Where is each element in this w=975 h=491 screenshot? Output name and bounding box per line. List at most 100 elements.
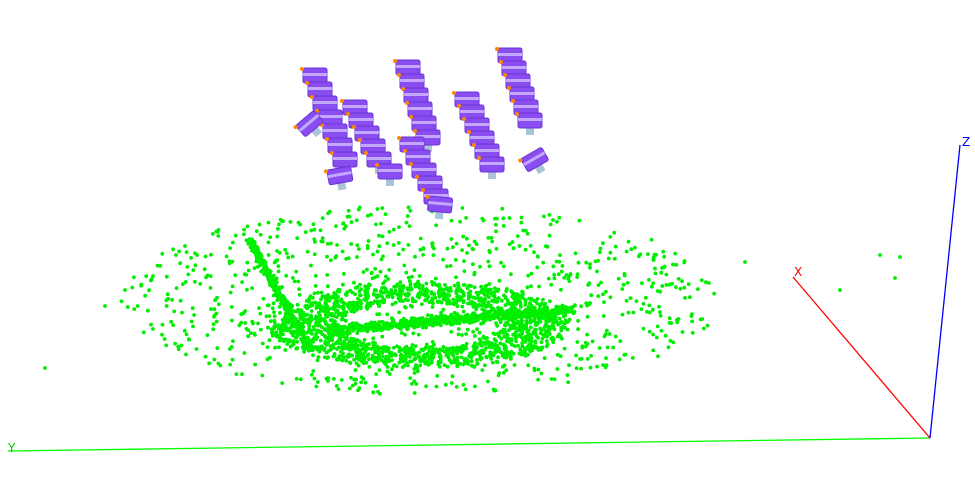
point-cloud-point [466,301,470,306]
point-cloud-point [551,264,556,269]
point-cloud-point [244,327,249,331]
point-cloud-point [480,344,484,348]
point-cloud-point [705,323,710,328]
point-cloud-point [208,286,213,290]
point-cloud-point [399,331,404,335]
point-cloud-point [399,354,403,358]
point-cloud-point [172,309,177,314]
point-cloud-point [459,355,464,360]
point-cloud-point [536,348,541,352]
point-cloud-point [445,293,450,297]
point-cloud-point [370,301,375,306]
point-cloud-point [403,332,407,337]
point-cloud-point [555,219,559,224]
point-cloud-point [334,384,339,388]
point-cloud-point [298,317,303,321]
point-cloud-point [366,286,371,291]
point-cloud-point [377,233,381,238]
point-cloud-point [622,272,627,276]
point-cloud-point [519,215,524,220]
point-cloud-point [193,279,197,284]
point-cloud-point [441,257,445,262]
point-cloud-point [430,296,435,300]
point-cloud-point [396,241,401,245]
point-cloud-point [259,269,263,274]
point-cloud-point [482,292,487,297]
point-cloud-point [289,331,294,335]
point-cloud-point [680,330,685,334]
point-cloud-point [397,290,402,294]
point-cloud-point [311,353,315,358]
point-cloud-point [326,284,330,289]
point-cloud-point [322,348,326,352]
point-cloud-point [310,331,314,336]
point-cloud-point [125,305,130,309]
point-cloud-point [491,360,495,365]
point-cloud-point [386,357,391,362]
point-cloud-point [449,329,454,334]
point-cloud-point [404,220,409,225]
point-cloud-point [132,275,136,280]
point-cloud-point [456,283,461,288]
point-cloud-point [387,326,392,331]
point-cloud-point [515,234,520,239]
point-cloud-point [451,301,455,306]
point-cloud-point [533,327,537,332]
point-cloud-point [464,332,468,336]
point-cloud-point [281,219,285,224]
point-cloud-point [481,335,486,340]
point-cloud-point [526,363,531,368]
point-cloud-point [542,356,547,360]
point-cloud-point [575,275,579,279]
point-cloud-point [578,357,582,361]
point-cloud-point [416,369,420,374]
point-cloud-point [501,316,505,321]
point-cloud-point [277,250,282,255]
point-cloud-point [171,247,176,252]
point-cloud-point [536,335,540,340]
point-cloud-point [371,252,375,257]
point-cloud-point [559,269,564,274]
point-cloud-point [354,218,359,223]
point-cloud-point [646,252,650,256]
point-cloud-point [478,357,483,362]
point-cloud-point [432,292,437,297]
point-cloud-point [230,357,235,362]
point-cloud-point [507,339,512,344]
point-cloud-point [442,363,447,367]
point-cloud-point [379,221,383,226]
point-cloud-point [434,384,439,389]
point-cloud-point [616,276,621,281]
point-cloud-point [449,312,454,317]
point-cloud-point [186,272,191,277]
point-cloud-point [273,321,277,325]
point-cloud-point [336,345,341,350]
point-cloud-point [363,380,368,385]
point-cloud-point [585,357,590,361]
point-cloud-point [487,248,492,253]
point-cloud-point [173,341,178,346]
point-cloud-point [258,311,263,316]
point-cloud-point [525,231,530,236]
point-cloud-point [498,341,503,346]
point-cloud-point [521,352,526,357]
point-cloud-point [285,342,290,346]
point-cloud-point [433,295,438,300]
point-cloud-point [343,292,348,297]
y-axis-label: Y [7,441,16,455]
point-cloud-point [513,316,518,321]
point-cloud-point [467,243,471,248]
point-cloud-point [612,230,617,235]
point-cloud-point [340,249,345,254]
point-cloud-point [496,355,500,360]
point-cloud-point [303,230,308,235]
point-cloud-point [421,357,426,362]
point-cloud-point [267,314,272,318]
point-cloud-point [189,256,194,260]
point-cloud-point [536,367,541,372]
point-cloud-point [146,308,150,313]
point-cloud-point [283,317,288,322]
point-cloud-point [381,281,385,286]
point-cloud-point [432,246,436,251]
